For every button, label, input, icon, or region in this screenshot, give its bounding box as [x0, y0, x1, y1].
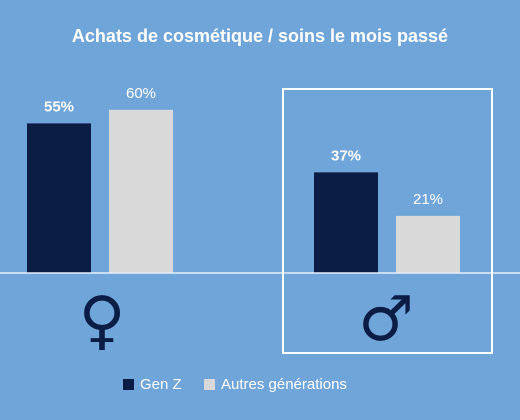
bar-series-0-cat-1	[314, 172, 378, 273]
data-label-series-0-cat-0: 55%	[44, 98, 74, 115]
data-label-series-1-cat-0: 60%	[126, 85, 156, 102]
legend-label-gen-z: Gen Z	[140, 376, 182, 393]
bar-series-1-cat-0	[109, 109, 173, 273]
category-label-male: ♂	[358, 282, 414, 355]
data-label-series-1-cat-1: 21%	[413, 191, 443, 208]
bars-group: 55% 37% 60% 21%	[27, 85, 460, 274]
legend-swatch-autres	[204, 379, 215, 390]
chart-title: Achats de cosmétique / soins le mois pas…	[72, 26, 448, 46]
legend-label-autres: Autres générations	[221, 376, 347, 393]
data-label-series-0-cat-1: 37%	[331, 147, 361, 164]
highlight-box	[282, 88, 493, 354]
bar-series-1-cat-1	[396, 215, 460, 273]
legend-swatch-gen-z	[123, 379, 134, 390]
bar-series-0-cat-0	[27, 123, 91, 274]
category-label-female: ♀	[79, 284, 126, 358]
legend: Gen Z Autres générations	[123, 376, 347, 393]
